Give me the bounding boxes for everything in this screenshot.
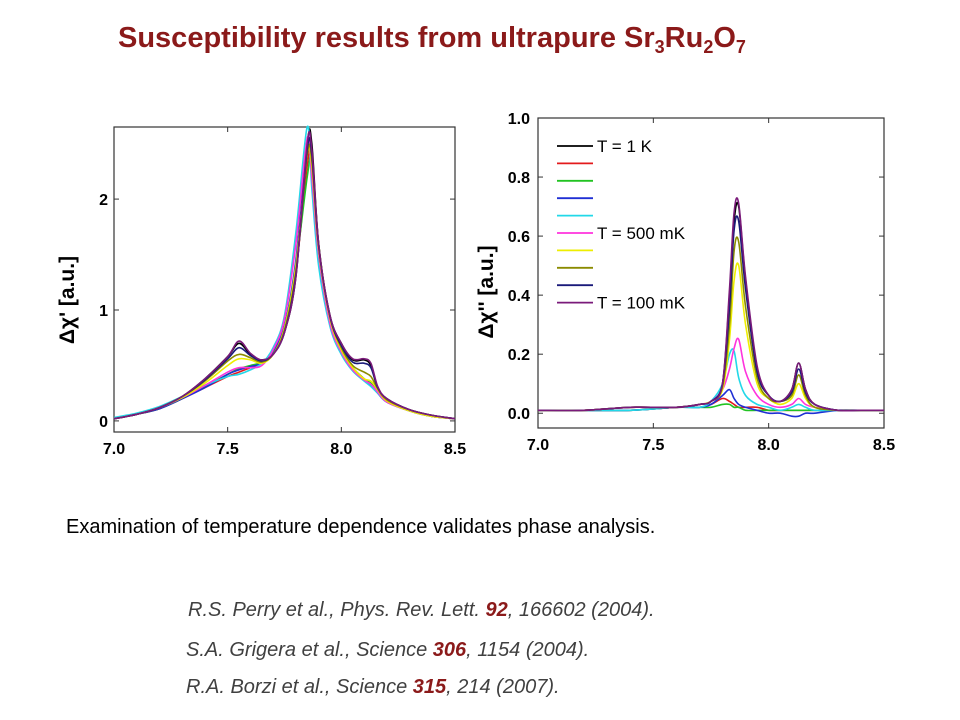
y-tick-label: 2 — [99, 192, 108, 209]
series-line-3 — [113, 154, 456, 420]
x-tick-label: 8.5 — [873, 437, 895, 454]
chart-2: 7.0 7.5 8.0 8.5 0.0 0.2 0.4 0.6 0.8 1.0 Δχ'' [a.u.… — [475, 111, 895, 454]
y-tick-label: 1 — [99, 303, 108, 320]
reference-grigera: S.A. Grigera et al., Science 306, 1154 (… — [186, 639, 590, 661]
series-line-1 — [113, 128, 456, 420]
plot-frame — [537, 117, 885, 429]
series-line-9 — [537, 215, 884, 412]
series-line-7 — [113, 145, 456, 420]
x-tick-label: 8.0 — [330, 441, 352, 458]
series-line-4 — [113, 138, 456, 420]
y-tick-label: 0.2 — [508, 347, 530, 364]
series-line-4 — [537, 388, 884, 418]
y-tick-label: 1.0 — [508, 111, 530, 128]
series-line-10 — [113, 130, 456, 420]
x-tick-label: 7.0 — [103, 441, 125, 458]
series-line-10 — [537, 197, 884, 412]
x-tick-label: 7.5 — [642, 437, 664, 454]
y-tick-label: 0.4 — [508, 288, 530, 305]
legend-label: T = 500 mK — [597, 224, 686, 243]
series-line-8 — [537, 236, 884, 412]
y-tick-label: 0.0 — [508, 406, 530, 423]
y-axis-label: Δχ' [a.u.] — [56, 256, 79, 344]
y-tick-label: 0 — [99, 414, 108, 431]
series-line-5 — [113, 125, 456, 420]
formula-part-2: Ru2 — [664, 22, 714, 57]
series-line-8 — [113, 143, 456, 420]
y-tick-label: 0.8 — [508, 170, 530, 187]
legend-label: T = 1 K — [597, 137, 653, 156]
formula-part-3: O7 — [713, 22, 746, 57]
formula-part-1: 3 — [654, 37, 665, 57]
x-tick-label: 8.5 — [444, 441, 466, 458]
title-text: Susceptibility results from ultrapure Sr — [118, 22, 655, 54]
chart-1: 7.0 7.5 8.0 8.5 0 1 2 Δχ' [a.u.] — [56, 125, 466, 458]
series-line-6 — [113, 134, 456, 420]
x-tick-label: 8.0 — [758, 437, 780, 454]
legend-label: T = 100 mK — [597, 294, 686, 313]
x-tick-label: 7.0 — [527, 437, 549, 454]
y-axis-label: Δχ'' [a.u.] — [475, 245, 498, 338]
reference-perry: R.S. Perry et al., Phys. Rev. Lett. 92, … — [188, 599, 655, 621]
series-line-6 — [537, 337, 884, 412]
series-line-9 — [113, 137, 456, 420]
page-title: Susceptibility results from ultrapure Sr… — [118, 16, 746, 60]
y-tick-label: 0.6 — [508, 229, 530, 246]
plot-frame — [113, 126, 456, 433]
x-tick-label: 7.5 — [217, 441, 239, 458]
reference-borzi: R.A. Borzi et al., Science 315, 214 (200… — [186, 676, 560, 698]
series-line-2 — [113, 146, 456, 420]
statement-text: Examination of temperature dependence va… — [66, 516, 656, 538]
